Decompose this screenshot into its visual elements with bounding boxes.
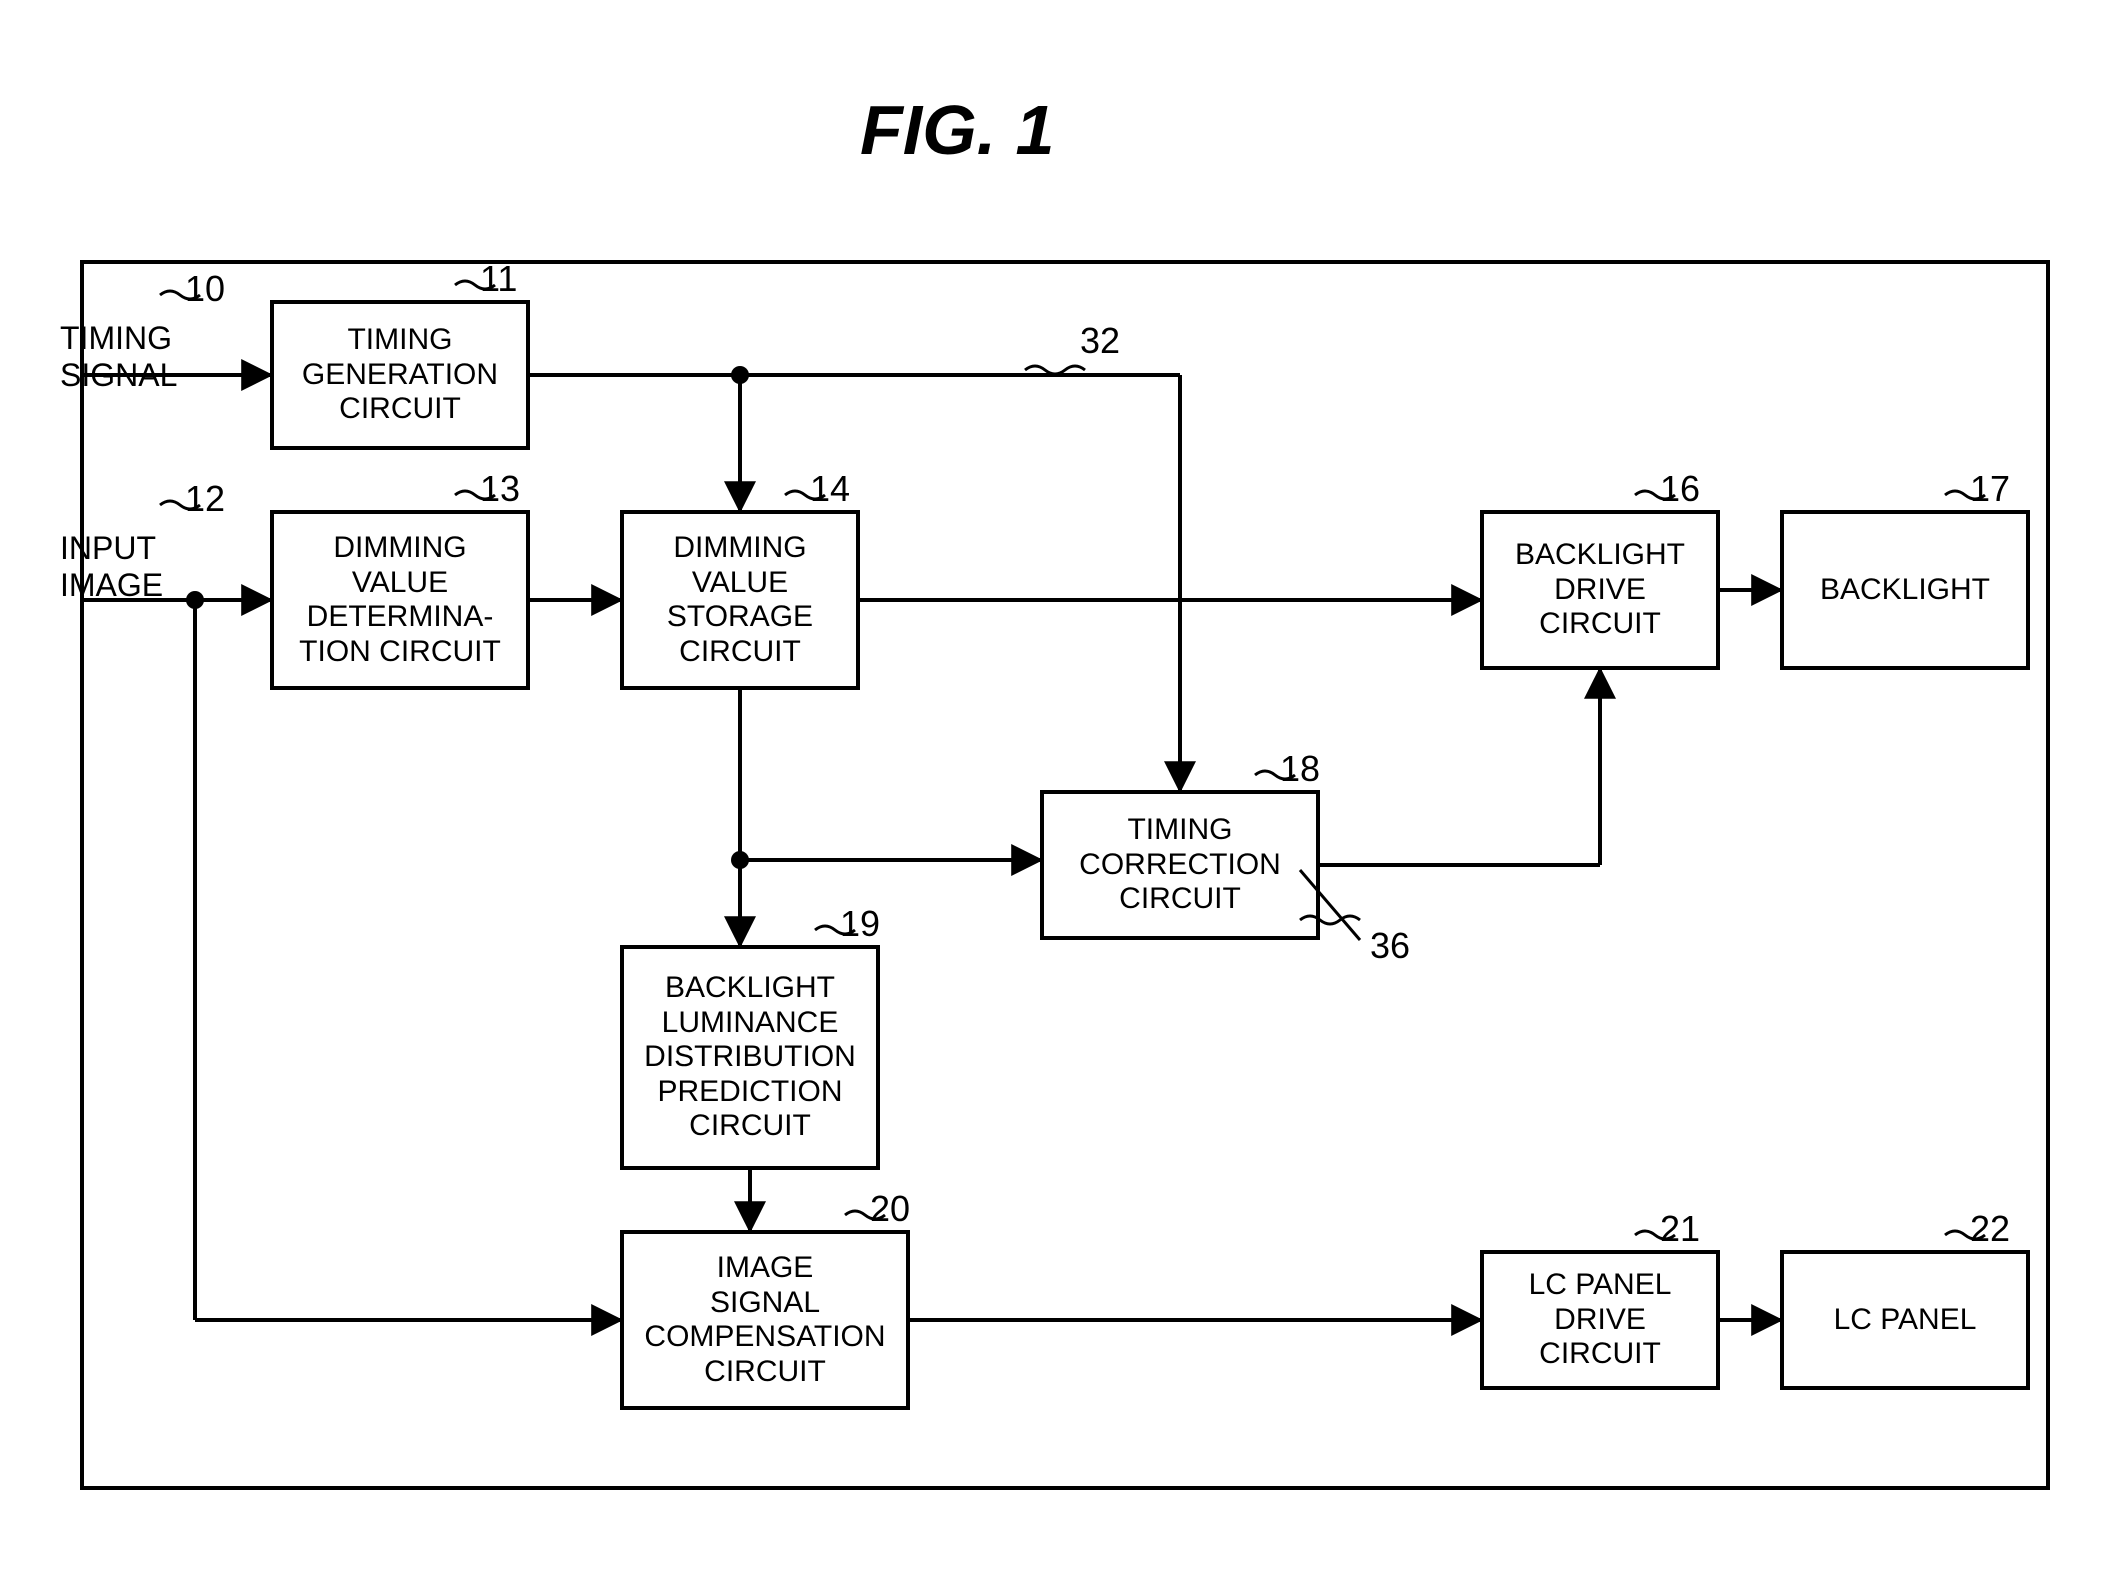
box-backlight-drive: BACKLIGHT DRIVE CIRCUIT [1480,510,1720,670]
ref-13: 13 [480,468,520,510]
ref-22: 22 [1970,1208,2010,1250]
ref-19: 19 [840,903,880,945]
ref-32: 32 [1080,320,1120,362]
ref-11: 11 [480,258,517,300]
box-image-compensation: IMAGE SIGNAL COMPENSATION CIRCUIT [620,1230,910,1410]
ref-10: 10 [185,268,225,310]
diagram-canvas: FIG. 1 TIMING SIGNAL 10 INPUT IMAGE 12 T… [0,0,2122,1582]
ref-12: 12 [185,478,225,520]
box-lc-panel: LC PANEL [1780,1250,2030,1390]
box-dimming-determination: DIMMING VALUE DETERMINA- TION CIRCUIT [270,510,530,690]
ref-14: 14 [810,468,850,510]
box-backlight: BACKLIGHT [1780,510,2030,670]
figure-title: FIG. 1 [860,90,1054,170]
input-image-label: INPUT IMAGE [60,530,210,604]
box-dimming-storage: DIMMING VALUE STORAGE CIRCUIT [620,510,860,690]
box-lc-panel-drive: LC PANEL DRIVE CIRCUIT [1480,1250,1720,1390]
box-luminance-prediction: BACKLIGHT LUMINANCE DISTRIBUTION PREDICT… [620,945,880,1170]
ref-17: 17 [1970,468,2010,510]
timing-signal-label: TIMING SIGNAL [60,320,210,394]
ref-18: 18 [1280,748,1320,790]
box-timing-correction: TIMING CORRECTION CIRCUIT [1040,790,1320,940]
ref-16: 16 [1660,468,1700,510]
box-timing-generation: TIMING GENERATION CIRCUIT [270,300,530,450]
ref-21: 21 [1660,1208,1700,1250]
ref-36: 36 [1370,925,1410,967]
ref-20: 20 [870,1188,910,1230]
